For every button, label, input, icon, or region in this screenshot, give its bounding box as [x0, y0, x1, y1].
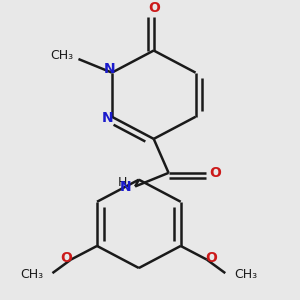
Text: CH₃: CH₃	[50, 49, 73, 62]
Text: N: N	[104, 61, 116, 76]
Text: CH₃: CH₃	[235, 268, 258, 281]
Text: O: O	[209, 166, 221, 180]
Text: H: H	[118, 176, 127, 189]
Text: O: O	[148, 1, 160, 15]
Text: N: N	[102, 112, 113, 125]
Text: N: N	[120, 180, 131, 194]
Text: O: O	[205, 251, 217, 265]
Text: O: O	[61, 251, 73, 265]
Text: CH₃: CH₃	[20, 268, 43, 281]
